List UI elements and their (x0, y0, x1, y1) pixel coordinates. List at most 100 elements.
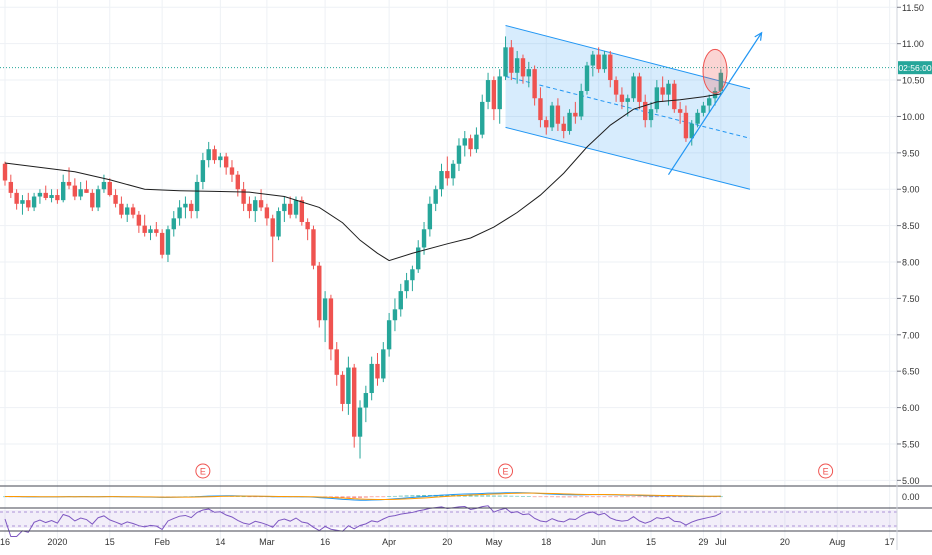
candle-body (95, 189, 101, 208)
macd-histogram-bar (346, 496, 351, 498)
candle-body (503, 47, 508, 77)
candle-body (264, 207, 270, 219)
candle-body (433, 189, 438, 204)
candle-body (538, 98, 543, 121)
candle (72, 178, 78, 201)
time-axis-label: 20 (442, 537, 452, 547)
macd-histogram-bar (369, 496, 374, 498)
candle (357, 400, 363, 459)
candle-body (125, 207, 130, 215)
candle (247, 196, 252, 219)
earnings-marker[interactable]: E (498, 463, 514, 479)
macd-histogram-bar (660, 496, 665, 498)
time-axis-label: Mar (259, 537, 275, 547)
earnings-marker[interactable]: E (195, 463, 211, 479)
candle-body (334, 349, 339, 375)
macd-histogram-bar (619, 496, 624, 498)
time-axis-label: 15 (105, 537, 115, 547)
candle-body (113, 195, 118, 204)
candle (218, 152, 223, 168)
time-axis-label: 17 (885, 537, 895, 547)
earnings-marker-circle[interactable] (818, 463, 834, 479)
channel-lower-line[interactable] (505, 126, 751, 190)
macd-histogram-bar (363, 496, 368, 498)
candle (194, 174, 200, 219)
candle (485, 72, 491, 110)
candle (590, 50, 596, 77)
candle (514, 50, 520, 84)
candle (672, 80, 677, 113)
breakout-arrow-line[interactable] (667, 32, 763, 176)
candle-body (608, 54, 613, 81)
candle (561, 116, 566, 139)
earnings-marker-label: E (823, 467, 829, 477)
candle-body (223, 156, 229, 168)
macd-histogram-bar (462, 495, 467, 497)
macd-histogram-bar (561, 496, 566, 498)
candle-body (392, 309, 398, 321)
time-axis-label: Jun (591, 537, 606, 547)
candle-body (183, 203, 188, 208)
candle (14, 189, 19, 210)
candle-body (66, 181, 72, 186)
candle (695, 109, 700, 128)
macd-histogram-bar (515, 495, 520, 497)
candle-body (602, 54, 607, 70)
candle-body (689, 123, 694, 139)
channel-upper-line[interactable] (505, 24, 751, 90)
candle (2, 161, 8, 186)
macd-histogram-bar (509, 495, 514, 497)
time-axis-label: 14 (215, 537, 225, 547)
candle (142, 214, 147, 237)
rsi-pane[interactable] (0, 505, 897, 537)
candle-body (154, 229, 159, 233)
macd-histogram-bar (474, 495, 479, 497)
macd-histogram-bar (491, 495, 496, 497)
candle (270, 214, 275, 263)
candle (136, 211, 142, 233)
candle (637, 72, 642, 110)
earnings-marker[interactable]: E (818, 463, 834, 479)
price-axis-label: 5.00 (902, 476, 920, 486)
candle-body (218, 156, 223, 161)
macd-histogram-bar (247, 496, 252, 498)
breakout-arrow-head[interactable] (754, 31, 763, 41)
earnings-marker-circle[interactable] (195, 463, 211, 479)
candle-body (299, 200, 305, 222)
moving-average (4, 93, 721, 262)
candle (334, 342, 339, 386)
candle (480, 94, 485, 139)
candle (113, 189, 118, 208)
candle (526, 61, 531, 88)
candle (439, 163, 444, 197)
macd-pane[interactable]: 0.00 (3, 492, 920, 502)
macd-histogram-bar (392, 495, 397, 497)
macd-histogram-bar (398, 495, 403, 497)
candle (386, 312, 392, 357)
candle-body (474, 134, 479, 150)
macd-histogram-bar (445, 494, 450, 497)
current-price-tag[interactable]: 02:56:00 (898, 61, 932, 75)
candle-body (549, 105, 555, 128)
earnings-marker-circle[interactable] (498, 463, 514, 479)
macd-histogram-bar (352, 496, 357, 498)
candle (392, 298, 398, 332)
annotations[interactable] (667, 31, 763, 176)
price-axis-label: 11.00 (902, 39, 924, 49)
candle-body (410, 269, 415, 281)
candle (613, 76, 619, 102)
candle-body (49, 195, 54, 198)
breakout-highlight-circle[interactable] (702, 48, 728, 94)
candle (101, 174, 107, 193)
macd-histogram-bar (526, 496, 531, 497)
candle-body (328, 298, 334, 350)
candle-body (381, 349, 386, 379)
time-axis-label: 16 (0, 537, 10, 547)
candle (503, 36, 508, 81)
macd-histogram-bar (637, 496, 642, 498)
candle (276, 207, 281, 241)
macd-histogram-bar (643, 496, 648, 498)
candle (305, 218, 310, 241)
